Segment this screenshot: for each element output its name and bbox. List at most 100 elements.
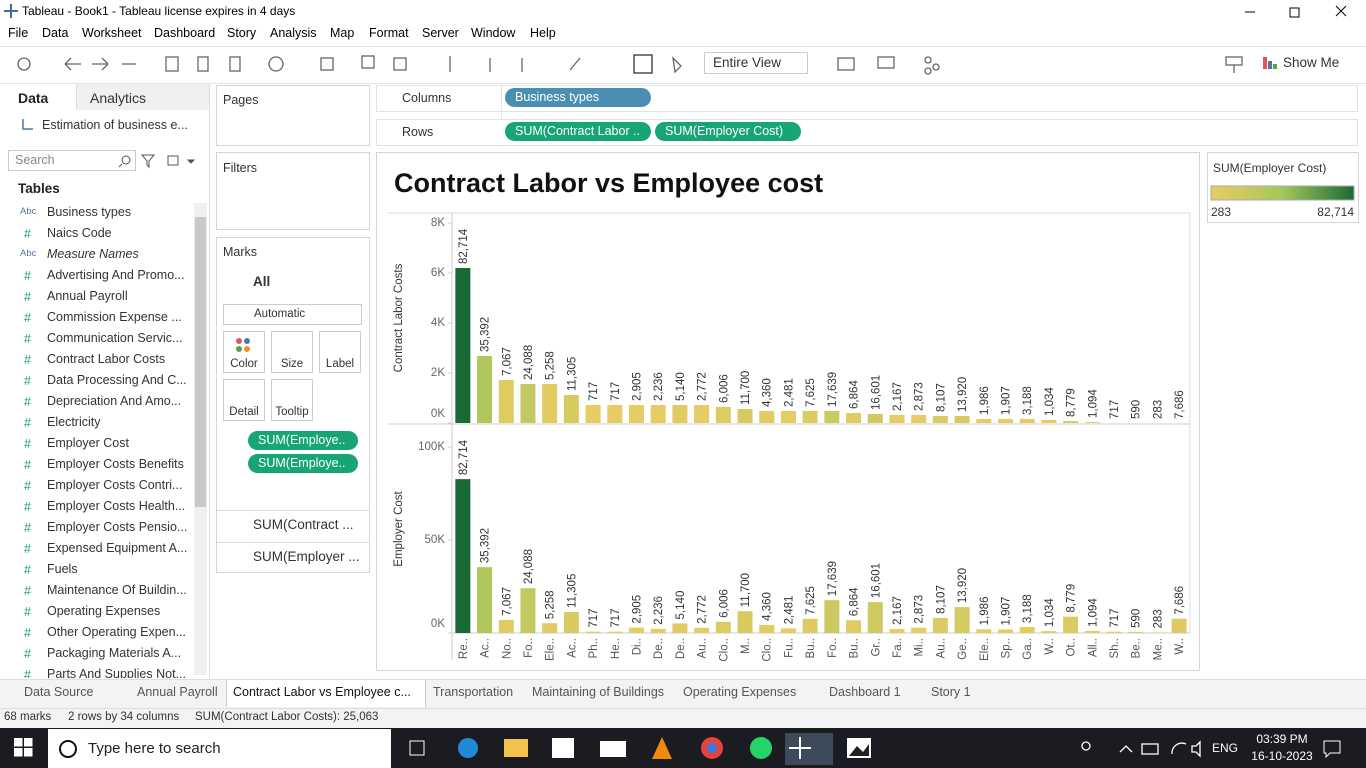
- data-source[interactable]: Estimation of business e...: [42, 118, 188, 132]
- field-name[interactable]: Annual Payroll: [47, 289, 128, 303]
- sheet-tab[interactable]: Operating Expenses: [683, 685, 797, 699]
- field-name[interactable]: Packaging Materials A...: [47, 646, 182, 660]
- field-name[interactable]: Operating Expenses: [47, 604, 161, 618]
- mark-button[interactable]: Tooltip: [271, 379, 313, 421]
- color-dot: [244, 346, 250, 352]
- field-name[interactable]: Commission Expense ...: [47, 310, 182, 324]
- value-label: 5,140: [675, 372, 687, 401]
- x-tick-label: Ph..: [588, 638, 600, 658]
- menu-item[interactable]: File: [8, 26, 29, 40]
- field-name[interactable]: Data Processing And C...: [47, 373, 187, 387]
- analytics-tab-bg: [76, 84, 209, 110]
- field-name[interactable]: Maintenance Of Buildin...: [47, 583, 187, 597]
- y-tick-label: 0K: [431, 618, 445, 630]
- y-tick-label: 100K: [418, 441, 445, 453]
- menu-item[interactable]: Data: [42, 26, 69, 40]
- mark-pill[interactable]: SUM(Employe..: [248, 454, 358, 473]
- mark-button[interactable]: Size: [271, 331, 313, 373]
- shelf-divider: [501, 85, 502, 147]
- sheet-tab[interactable]: Annual Payroll: [137, 685, 218, 699]
- taskbar-search-text[interactable]: Type here to search: [88, 740, 221, 757]
- measure-row[interactable]: SUM(Employer ...: [253, 549, 360, 564]
- x-tick-label: Re..: [458, 638, 470, 659]
- active-tab-bg: [226, 680, 426, 707]
- menu-item[interactable]: Analysis: [270, 26, 317, 40]
- shelf-pill[interactable]: Business types: [505, 88, 651, 107]
- field-name[interactable]: Naics Code: [47, 226, 112, 240]
- field-name[interactable]: Electricity: [47, 415, 101, 429]
- field-name[interactable]: Employer Cost: [47, 436, 129, 450]
- shelf-pill[interactable]: SUM(Contract Labor ..: [505, 122, 651, 141]
- bar: [694, 405, 710, 423]
- menu-item[interactable]: Dashboard: [154, 26, 216, 40]
- menu-item[interactable]: Window: [471, 26, 516, 40]
- mark-type[interactable]: Automatic: [223, 304, 362, 325]
- value-label: 2,481: [783, 596, 795, 625]
- analytics-tab[interactable]: Analytics: [90, 90, 147, 106]
- field-name[interactable]: Other Operating Expen...: [47, 625, 186, 639]
- bar: [932, 617, 948, 633]
- sheet-tab[interactable]: Maintaining of Buildings: [532, 685, 665, 699]
- field-icon: #: [24, 332, 31, 346]
- tray-time: 03:39 PM: [1256, 732, 1308, 746]
- field-name[interactable]: Communication Servic...: [47, 331, 183, 345]
- menu-item[interactable]: Map: [330, 26, 355, 40]
- data-pane: [0, 84, 210, 678]
- menu-item[interactable]: Server: [422, 26, 459, 40]
- scroll-thumb[interactable]: [195, 217, 206, 507]
- taskbar-apps[interactable]: [400, 733, 900, 765]
- scrollbar[interactable]: [194, 203, 207, 675]
- marks-all[interactable]: All: [253, 274, 271, 289]
- field-name[interactable]: Employer Costs Health...: [47, 499, 186, 513]
- chart-title: Contract Labor vs Employee cost: [394, 168, 823, 198]
- field-name[interactable]: Employer Costs Contri...: [47, 478, 183, 492]
- mark-button[interactable]: Detail: [223, 379, 265, 421]
- sheet-tab[interactable]: Story 1: [931, 685, 971, 699]
- mark-button[interactable]: Label: [319, 331, 361, 373]
- x-tick-label: De..: [653, 638, 665, 659]
- value-label: 3,188: [1022, 386, 1034, 415]
- value-label: 7,625: [805, 378, 817, 407]
- taskbar-search[interactable]: [48, 729, 391, 768]
- field-name[interactable]: Contract Labor Costs: [47, 352, 166, 366]
- bar: [998, 419, 1013, 423]
- sheet-tab[interactable]: Data Source: [24, 685, 94, 699]
- menu-item[interactable]: Help: [530, 26, 556, 40]
- shelf-pill[interactable]: SUM(Employer Cost): [655, 122, 801, 141]
- value-label: 6,006: [718, 589, 730, 618]
- menu-item[interactable]: Story: [227, 26, 257, 40]
- bar: [824, 411, 840, 423]
- bar: [759, 411, 775, 423]
- field-name[interactable]: Employer Costs Pensio...: [47, 520, 188, 534]
- sheet-tab[interactable]: Dashboard 1: [829, 685, 901, 699]
- menu-item[interactable]: Worksheet: [82, 26, 142, 40]
- search-icons: [118, 154, 196, 169]
- menu-item[interactable]: Format: [369, 26, 409, 40]
- sheet-tab[interactable]: Contract Labor vs Employee c...: [233, 685, 411, 699]
- field-name[interactable]: Measure Names: [47, 247, 139, 261]
- fit-dropdown[interactable]: Entire View: [704, 52, 808, 74]
- color-dot: [236, 338, 242, 344]
- start-button[interactable]: [14, 738, 34, 758]
- mark-pill[interactable]: SUM(Employe..: [248, 431, 358, 450]
- bar: [867, 414, 883, 423]
- field-name[interactable]: Parts And Supplies Not...: [47, 667, 186, 678]
- value-label: 5,258: [545, 590, 557, 619]
- window-controls[interactable]: [1240, 2, 1360, 22]
- field-icon: Abc: [20, 248, 37, 259]
- field-name[interactable]: Fuels: [47, 562, 78, 576]
- field-name[interactable]: Expensed Equipment A...: [47, 541, 188, 555]
- y-tick-label: 4K: [431, 317, 445, 329]
- mark-button[interactable]: Color: [223, 331, 265, 373]
- data-tab[interactable]: Data: [18, 90, 49, 106]
- measure-row[interactable]: SUM(Contract ...: [253, 517, 354, 532]
- show-me[interactable]: Show Me: [1283, 55, 1340, 70]
- search-box[interactable]: Search: [8, 150, 136, 171]
- field-name[interactable]: Advertising And Promo...: [47, 268, 185, 282]
- field-name[interactable]: Business types: [47, 205, 132, 219]
- x-tick-label: Be..: [1131, 638, 1143, 658]
- sheet-tab[interactable]: Transportation: [433, 685, 514, 699]
- field-name[interactable]: Employer Costs Benefits: [47, 457, 184, 471]
- field-name[interactable]: Depreciation And Amo...: [47, 394, 182, 408]
- notifications[interactable]: [1322, 738, 1342, 758]
